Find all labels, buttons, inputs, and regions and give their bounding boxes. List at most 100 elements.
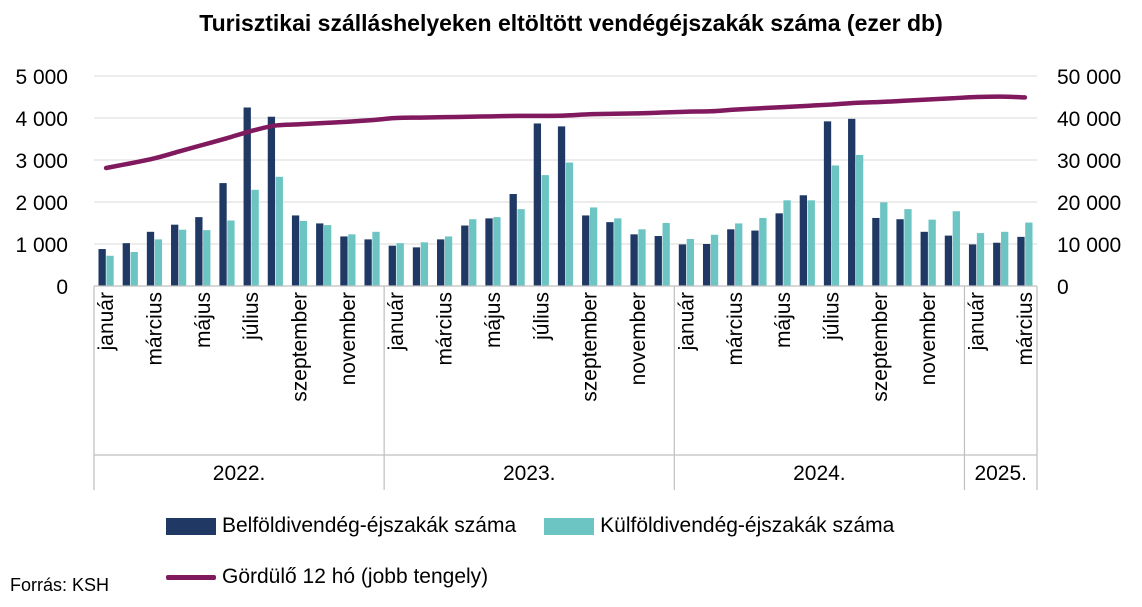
- bar-domestic: [98, 249, 106, 286]
- y-left-tick-label: 1 000: [15, 234, 68, 257]
- bar-foreign: [469, 219, 477, 286]
- legend-label-rolling: Gördülő 12 hó (jobb tengely): [222, 565, 489, 588]
- rolling-12-month-line: [103, 94, 1028, 171]
- bar-series: [98, 107, 1033, 287]
- legend-swatch-domestic: [166, 517, 216, 535]
- year-label: 2025.: [974, 462, 1027, 485]
- x-tick-label: május: [482, 292, 505, 348]
- bar-domestic: [848, 118, 856, 286]
- bar-domestic: [654, 236, 662, 286]
- bar-foreign: [275, 176, 283, 286]
- bar-domestic: [146, 231, 155, 286]
- bar-foreign: [928, 219, 936, 286]
- line-series: [103, 94, 1028, 171]
- x-tick-label: szeptember: [289, 292, 312, 402]
- bar-foreign: [348, 234, 356, 286]
- legend-row-bars: Belföldivendég-éjszakák száma Külföldive…: [166, 514, 922, 538]
- bar-domestic: [122, 243, 130, 286]
- bar-domestic: [968, 244, 977, 286]
- bar-foreign: [976, 233, 985, 286]
- bar-foreign: [589, 207, 598, 286]
- y-right-tick-label: 20 000: [1057, 192, 1121, 215]
- bar-foreign: [396, 243, 404, 286]
- bar-foreign: [952, 211, 960, 286]
- bar-domestic: [823, 121, 832, 286]
- bar-domestic: [944, 235, 953, 286]
- y-left-tick-label: 0: [56, 276, 68, 299]
- bar-foreign: [130, 251, 138, 286]
- bar-domestic: [291, 215, 300, 286]
- bar-domestic: [364, 239, 372, 286]
- bar-foreign: [299, 220, 308, 286]
- y-right-tick-label: 30 000: [1057, 150, 1121, 173]
- bar-domestic: [896, 219, 904, 286]
- bar-domestic: [678, 244, 687, 286]
- x-tick-label: március: [1014, 292, 1037, 366]
- x-tick-label: november: [917, 292, 940, 385]
- bar-foreign: [154, 239, 163, 286]
- bar-domestic: [243, 107, 251, 286]
- legend-item-rolling: Gördülő 12 hó (jobb tengely): [166, 565, 488, 589]
- bar-foreign: [251, 189, 259, 286]
- bar-foreign: [735, 223, 743, 286]
- axes: 0 1 000 2 000 3 000 4 000 5 000 0 10 000 20 000 3…: [15, 66, 1121, 490]
- legend-swatch-rolling: [166, 574, 216, 580]
- bar-foreign: [420, 242, 429, 286]
- legend-label-foreign: Külföldivendég-éjszakák száma: [600, 514, 895, 537]
- bar-foreign: [904, 209, 912, 286]
- y-right-tick-label: 10 000: [1057, 234, 1121, 257]
- bar-foreign: [662, 223, 670, 286]
- bar-foreign: [227, 220, 235, 286]
- bar-domestic: [437, 239, 445, 286]
- bar-foreign: [638, 229, 646, 286]
- y-left-tick-label: 2 000: [15, 192, 68, 215]
- year-label: 2022.: [213, 462, 266, 485]
- bar-domestic: [557, 126, 566, 287]
- bar-domestic: [872, 217, 880, 286]
- x-tick-label: május: [192, 292, 215, 348]
- bar-domestic: [630, 234, 638, 286]
- year-label: 2023.: [503, 462, 556, 485]
- bar-foreign: [372, 231, 380, 286]
- legend-label-domestic: Belföldivendég-éjszakák száma: [222, 514, 517, 537]
- bar-foreign: [831, 165, 840, 286]
- bar-domestic: [702, 244, 711, 286]
- y-right-tick-label: 40 000: [1057, 108, 1121, 131]
- bar-domestic: [509, 194, 517, 286]
- bar-domestic: [340, 236, 348, 286]
- bar-foreign: [759, 217, 767, 286]
- x-tick-label: július: [530, 292, 553, 341]
- bar-foreign: [106, 255, 114, 286]
- y-right-tick-label: 0: [1057, 276, 1069, 299]
- x-tick-label: január: [385, 292, 408, 351]
- legend-row-line: Gördülő 12 hó (jobb tengely): [166, 565, 516, 589]
- bar-foreign: [493, 217, 501, 286]
- bar-domestic: [461, 225, 469, 286]
- x-tick-label: november: [627, 292, 650, 385]
- bar-domestic: [993, 242, 1001, 286]
- x-tick-label: március: [143, 292, 166, 366]
- bar-foreign: [565, 162, 574, 286]
- y-left-tick-label: 3 000: [15, 150, 68, 173]
- x-tick-label: március: [434, 292, 457, 366]
- bar-foreign: [807, 200, 815, 286]
- bar-foreign: [783, 200, 791, 286]
- bar-foreign: [855, 154, 864, 286]
- bar-domestic: [1017, 236, 1025, 286]
- bar-foreign: [178, 229, 187, 286]
- bar-domestic: [412, 247, 421, 286]
- gridlines: [94, 75, 1037, 245]
- bar-domestic: [388, 245, 396, 286]
- bar-foreign: [517, 209, 525, 286]
- x-tick-label: január: [95, 292, 118, 351]
- bar-domestic: [582, 215, 590, 286]
- x-tick-label: január: [675, 292, 698, 351]
- bar-domestic: [751, 230, 759, 286]
- legend-swatch-foreign: [544, 517, 595, 535]
- y-left-tick-label: 4 000: [15, 108, 68, 131]
- bar-foreign: [710, 234, 719, 286]
- bar-domestic: [727, 229, 735, 286]
- x-tick-label: január: [966, 292, 989, 351]
- bar-domestic: [267, 116, 276, 287]
